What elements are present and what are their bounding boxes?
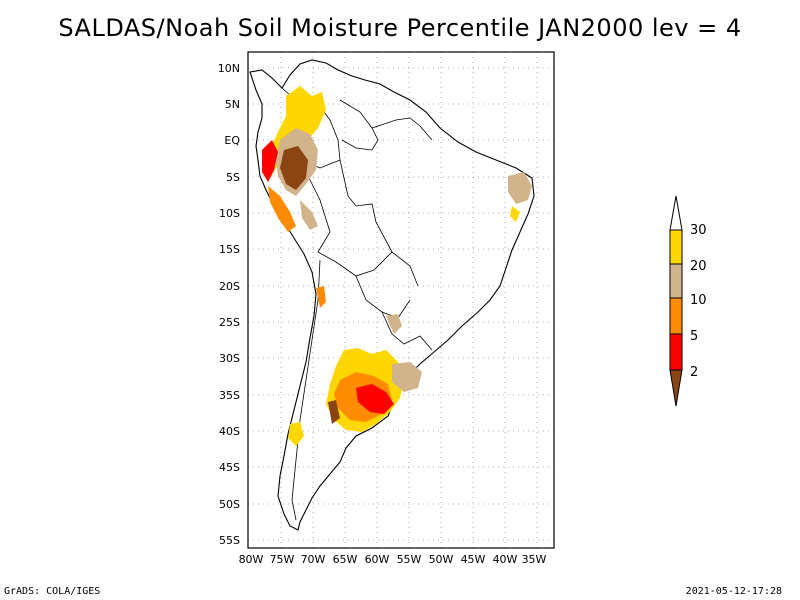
colorbar-label: 5 [690,329,698,344]
map-frame [247,51,555,549]
percentile-shading [262,86,532,446]
lon-label: 50W [429,553,454,566]
lat-label: 5N [225,98,240,111]
lon-label: 35W [522,553,547,566]
longitude-labels: 80W 75W 70W 65W 60W 55W 50W 45W 40W 35W [239,553,547,566]
colorbar-top-arrow [669,195,683,231]
lat-label: 15S [219,243,240,256]
lon-label: 70W [301,553,326,566]
lat-label: 35S [219,389,240,402]
lon-label: 45W [461,553,486,566]
colorbar-segment-20 [669,263,683,299]
colorbar-label: 10 [690,293,707,308]
lon-label: 60W [365,553,390,566]
lat-label: 10S [219,207,240,220]
colorbar-segment-10 [669,297,683,335]
color-bar: 30 20 10 5 2 [669,195,707,407]
colorbar-bottom-arrow [669,369,683,407]
lat-label: 10N [218,62,240,75]
colorbar-segment-5 [669,333,683,371]
colorbar-label: 2 [690,365,698,380]
footer-timestamp: 2021-05-12-17:28 [685,586,782,597]
lat-label: 55S [219,534,240,547]
lat-label: 30S [219,352,240,365]
footer-credit: GrADS: COLA/IGES [4,586,101,597]
colorbar-segment-30 [669,229,683,265]
colorbar-label: 30 [690,223,707,238]
lon-label: 80W [239,553,264,566]
lon-label: 65W [333,553,358,566]
south-america-outline [249,59,535,531]
lat-label: EQ [224,134,240,147]
lat-label: 50S [219,498,240,511]
latitude-labels: 10N 5N EQ 5S 10S 15S 20S 25S 30S 35S 40S… [218,62,241,547]
colorbar-label: 20 [690,259,707,274]
lon-label: 55W [397,553,422,566]
map-title: SALDAS/Noah Soil Moisture Percentile JAN… [58,14,742,42]
lat-label: 25S [219,316,240,329]
lat-label: 45S [219,461,240,474]
lon-label: 75W [270,553,295,566]
lat-label: 5S [226,171,240,184]
lat-label: 20S [219,280,240,293]
lat-label: 40S [219,425,240,438]
lon-label: 40W [493,553,518,566]
